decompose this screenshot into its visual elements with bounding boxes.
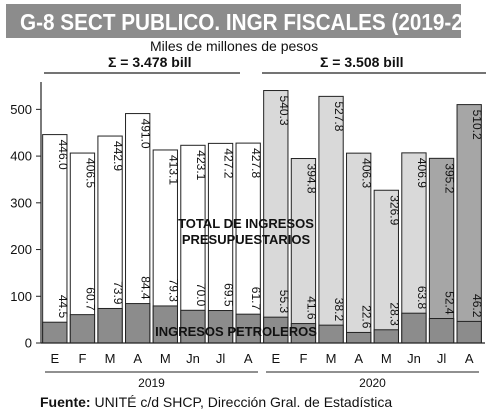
petrol-bar — [401, 312, 427, 344]
total-value-label: 406.3 — [360, 158, 374, 188]
petrol-value-label: 73.9 — [111, 281, 125, 305]
total-value-label: 394.8 — [304, 164, 318, 194]
petrol-bar — [235, 313, 261, 344]
x-tick-label: A — [354, 351, 363, 366]
total-value-label: 413.1 — [166, 155, 180, 185]
total-bar — [346, 152, 372, 344]
total-value-label: 427.8 — [249, 148, 263, 178]
chart-subtitle: Miles de millones de pesos — [150, 38, 319, 54]
petrol-value-label: 52.4 — [443, 291, 457, 315]
petrol-value-label: 41.6 — [304, 296, 318, 320]
sum-2019: Σ = 3.478 bill — [108, 54, 192, 70]
petrol-value-label: 61.7 — [249, 287, 263, 311]
y-tick-label: 0 — [25, 336, 32, 351]
petrol-bar — [263, 316, 289, 344]
petrol-bar — [42, 321, 68, 344]
total-value-label: 427.2 — [222, 148, 236, 178]
petrol-bar — [69, 314, 96, 344]
total-value-label: 491.0 — [139, 119, 153, 149]
petrol-bar — [346, 331, 372, 344]
total-bar — [263, 90, 289, 344]
x-tick-label: E — [271, 351, 280, 366]
petrol-value-label: 79.3 — [166, 279, 180, 303]
total-bar — [373, 189, 399, 344]
x-tick-label: A — [244, 351, 253, 366]
total-bar — [318, 95, 344, 344]
petrol-value-label: 46.2 — [470, 294, 484, 318]
total-bar — [456, 104, 482, 344]
x-tick-label: Jl — [216, 351, 226, 366]
petrol-bar — [125, 303, 151, 344]
source-note: Fuente: UNITÉ c/d SHCP, Dirección Gral. … — [40, 394, 392, 410]
x-tick-label: M — [326, 351, 337, 366]
chart-title: G-8 SECT PUBLICO. INGR FISCALES (2019-20… — [20, 9, 500, 35]
total-value-label: 442.9 — [111, 141, 125, 171]
total-value-label: 527.8 — [332, 101, 346, 131]
total-value-label: 423.1 — [194, 150, 208, 180]
total-series-label-line2: PRESUPUESTARIOS — [182, 232, 311, 247]
petrol-bar — [373, 329, 399, 344]
x-tick-label: Jn — [407, 351, 421, 366]
x-tick-label: F — [299, 351, 307, 366]
total-series-label-line1: TOTAL DE INGRESOS — [178, 216, 314, 231]
year-group-label: 2019 — [138, 376, 165, 390]
total-bar — [290, 158, 317, 344]
petrol-bar — [428, 318, 455, 344]
total-value-label: 406.9 — [415, 158, 429, 188]
source-text: UNITÉ c/d SHCP, Dirección Gral. de Estad… — [90, 394, 393, 410]
petrol-value-label: 70.0 — [194, 283, 208, 307]
x-tick-label: Jl — [437, 351, 447, 366]
total-bar — [235, 142, 261, 344]
total-value-label: 406.5 — [83, 158, 97, 188]
petrol-value-label: 44.5 — [56, 295, 70, 319]
petrol-value-label: 60.7 — [83, 287, 97, 311]
x-tick-label: F — [78, 351, 86, 366]
y-tick-label: 400 — [10, 149, 32, 164]
petrol-bar — [456, 320, 482, 344]
x-tick-label: Jn — [186, 351, 200, 366]
y-tick-label: 500 — [10, 102, 32, 117]
petrol-bar — [97, 307, 123, 344]
petrol-bar — [318, 324, 344, 344]
total-value-label: 395.2 — [443, 163, 457, 193]
petrol-value-label: 38.2 — [332, 298, 346, 322]
y-tick-label: 300 — [10, 195, 32, 210]
y-tick-label: 200 — [10, 242, 32, 257]
sum-2020: Σ = 3.508 bill — [320, 54, 404, 70]
petrol-series-label: INGRESOS PETROLEROS — [155, 324, 317, 339]
x-tick-label: M — [160, 351, 171, 366]
petrol-value-label: 84.4 — [139, 276, 153, 300]
source-label: Fuente: — [40, 394, 91, 410]
total-bar — [69, 152, 96, 344]
y-tick-label: 100 — [10, 289, 32, 304]
total-bar — [42, 134, 68, 344]
title-bar: G-8 SECT PUBLICO. INGR FISCALES (2019-20… — [6, 4, 500, 38]
x-tick-label: E — [50, 351, 59, 366]
year-group-label: 2020 — [359, 376, 386, 390]
petrol-value-label: 22.6 — [360, 305, 374, 329]
petrol-value-label: 63.8 — [415, 286, 429, 310]
petrol-value-label: 69.5 — [222, 283, 236, 307]
total-value-label: 540.3 — [277, 96, 291, 126]
petrol-value-label: 55.3 — [277, 290, 291, 314]
x-tick-label: A — [133, 351, 142, 366]
total-value-label: 510.2 — [470, 110, 484, 140]
total-bar — [207, 142, 234, 344]
petrol-bar — [180, 309, 206, 344]
x-tick-label: A — [465, 351, 474, 366]
total-value-label: 446.0 — [56, 140, 70, 170]
x-tick-label: M — [381, 351, 392, 366]
petrol-value-label: 28.3 — [387, 302, 401, 326]
x-tick-label: M — [105, 351, 116, 366]
total-bar — [401, 152, 427, 344]
total-value-label: 326.9 — [387, 195, 401, 225]
